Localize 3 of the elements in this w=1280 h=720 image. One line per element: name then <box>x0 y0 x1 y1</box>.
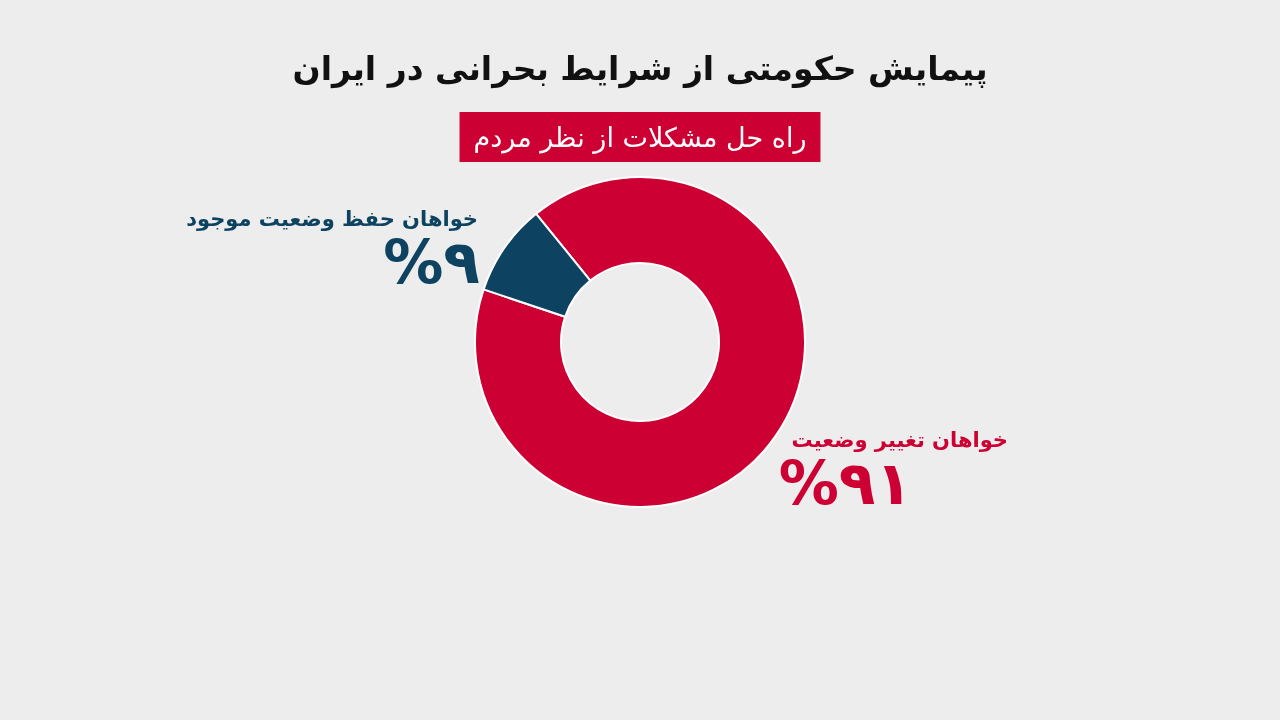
chart-title: پیمایش حکومتی از شرایط بحرانی در ایران <box>292 49 988 89</box>
chart-subtitle: راه حل مشکلات از نظر مردم <box>473 122 807 154</box>
donut-slice <box>482 212 592 318</box>
